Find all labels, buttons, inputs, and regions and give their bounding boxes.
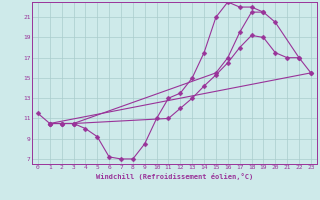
X-axis label: Windchill (Refroidissement éolien,°C): Windchill (Refroidissement éolien,°C) bbox=[96, 173, 253, 180]
